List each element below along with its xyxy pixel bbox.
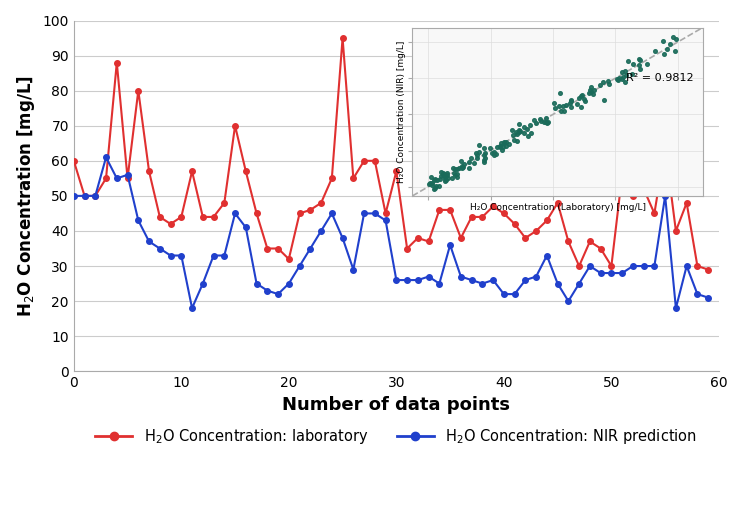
Y-axis label: H$_2$O Concentration [mg/L]: H$_2$O Concentration [mg/L]: [15, 75, 37, 317]
Legend: H$_2$O Concentration: laboratory, H$_2$O Concentration: NIR prediction: H$_2$O Concentration: laboratory, H$_2$O…: [90, 421, 703, 452]
X-axis label: Number of data points: Number of data points: [282, 395, 510, 414]
